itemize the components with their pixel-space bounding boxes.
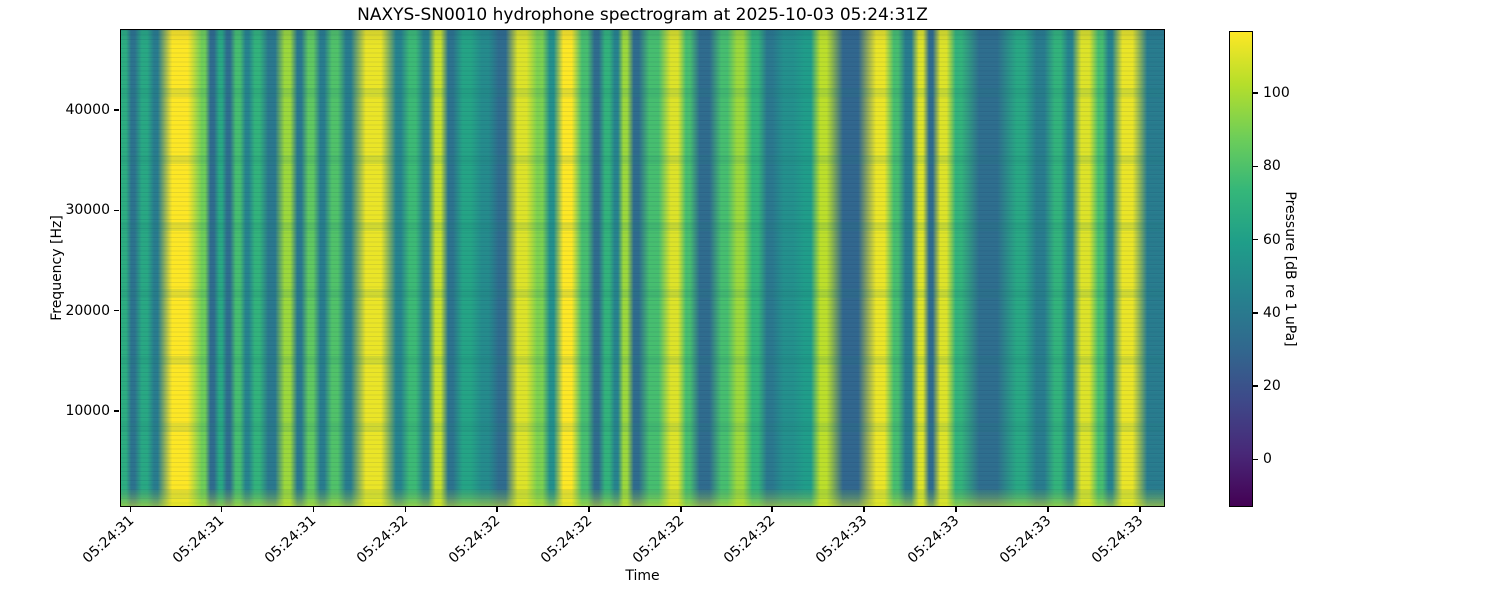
x-tick-mark <box>1139 507 1141 512</box>
colorbar-tick-mark <box>1253 238 1258 241</box>
y-tick-mark <box>113 309 119 312</box>
colorbar-tick-mark <box>1253 458 1258 461</box>
y-tick-label: 20000 <box>65 302 110 319</box>
spectrogram-plot-area <box>120 29 1165 507</box>
x-tick-mark <box>588 507 590 512</box>
colorbar-tick-label: 20 <box>1263 378 1281 395</box>
x-axis-label: Time <box>625 568 660 584</box>
colorbar-label: Pressure [dB re 1 uPa] <box>1282 191 1298 347</box>
x-tick-mark <box>1047 507 1049 512</box>
y-tick-mark <box>113 209 119 212</box>
x-tick-mark <box>955 507 957 512</box>
colorbar-tick-mark <box>1253 165 1258 168</box>
y-tick-label: 40000 <box>65 102 110 119</box>
x-tick-mark <box>129 507 132 512</box>
x-tick-label-text: 05:24:33 <box>1088 512 1147 567</box>
x-tick-label: 05:24:33 <box>1010 511 1146 567</box>
spectrogram-heatmap-image <box>121 30 1164 506</box>
x-tick-mark <box>863 507 865 512</box>
x-tick-mark <box>771 507 773 512</box>
chart-title: NAXYS-SN0010 hydrophone spectrogram at 2… <box>357 5 928 25</box>
colorbar-tick-mark <box>1253 385 1258 387</box>
x-tick-mark <box>680 507 682 512</box>
y-tick-label: 30000 <box>65 202 110 219</box>
row-texture-overlay <box>121 30 1164 506</box>
low-frequency-bright-band <box>121 30 1164 506</box>
x-tick-mark <box>404 507 407 512</box>
y-tick-label: 10000 <box>65 402 110 419</box>
top-shade-overlay <box>121 30 1164 506</box>
x-tick-mark <box>220 507 223 512</box>
x-tick-mark <box>496 507 498 512</box>
colorbar-tick-label: 40 <box>1263 304 1281 321</box>
colorbar-tick-label: 100 <box>1263 85 1290 102</box>
y-tick-mark <box>113 410 119 412</box>
colorbar-gradient <box>1230 32 1252 506</box>
colorbar-tick-mark <box>1253 312 1258 314</box>
colorbar-tick-label: 60 <box>1263 231 1281 248</box>
frequency-band-notch-overlay <box>121 30 1164 506</box>
y-tick-mark <box>113 109 119 111</box>
colorbar-tick-label: 80 <box>1263 158 1281 175</box>
colorbar <box>1229 31 1253 507</box>
colorbar-tick-mark <box>1253 92 1258 94</box>
colorbar-tick-label: 0 <box>1263 451 1272 468</box>
x-tick-mark <box>312 507 315 512</box>
